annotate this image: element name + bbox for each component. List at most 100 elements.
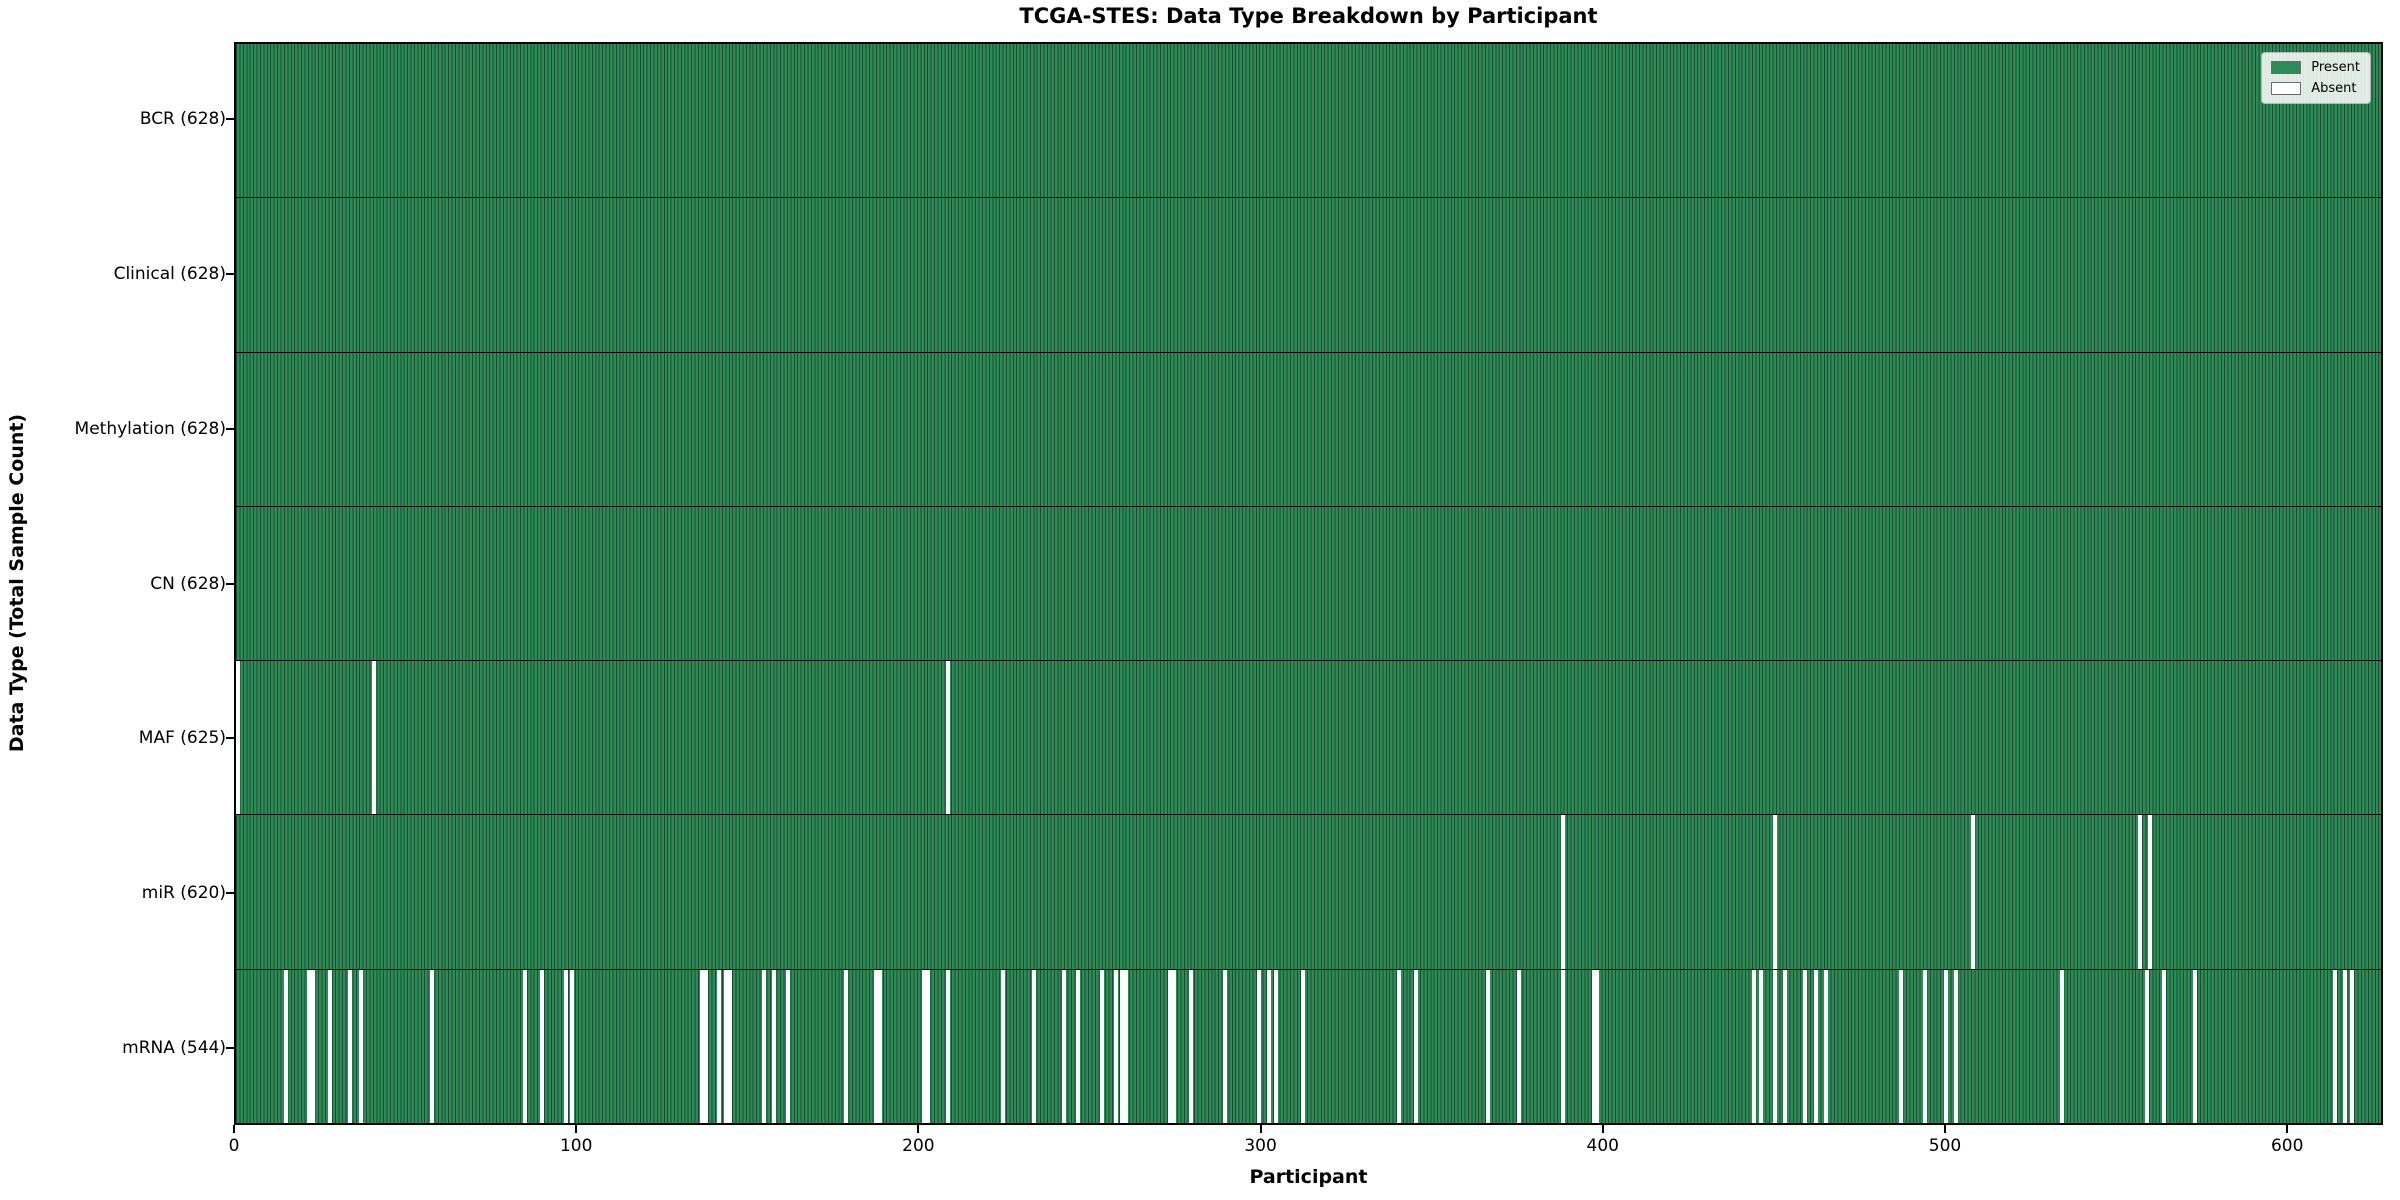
- absent-line: [2138, 815, 2143, 969]
- absent-line: [1123, 969, 1128, 1123]
- absent-line: [877, 969, 882, 1123]
- absent-line: [2162, 969, 2167, 1123]
- row-mrna: [236, 968, 2381, 1123]
- x-tick-mark: [575, 1125, 578, 1133]
- absent-line: [874, 969, 879, 1123]
- absent-line: [1899, 969, 1904, 1123]
- y-tick-mark: [226, 891, 234, 894]
- absent-line: [2192, 969, 2197, 1123]
- absent-line: [946, 661, 951, 815]
- absent-line: [1595, 969, 1600, 1123]
- x-tick-label-600: 600: [2270, 1136, 2304, 1156]
- absent-line: [727, 969, 732, 1123]
- x-tick-label-200: 200: [902, 1136, 935, 1156]
- legend-absent-swatch-icon: [2271, 82, 2302, 95]
- row-clinical: [236, 197, 2381, 352]
- absent-line: [1813, 969, 1818, 1123]
- y-tick-label-maf: MAF (625): [138, 728, 226, 749]
- absent-line: [1000, 969, 1005, 1123]
- absent-line: [2145, 969, 2150, 1123]
- absent-line: [1188, 969, 1193, 1123]
- y-tick-mark: [226, 1046, 234, 1049]
- absent-line: [1782, 969, 1787, 1123]
- absent-line: [1274, 969, 1279, 1123]
- legend-present-swatch-icon: [2271, 61, 2302, 74]
- absent-line: [1075, 969, 1080, 1123]
- x-tick-mark: [917, 1125, 920, 1133]
- y-axis-label: Data Type (Total Sample Count): [6, 413, 28, 753]
- absent-line: [946, 969, 951, 1123]
- absent-line: [1485, 969, 1490, 1123]
- chart-title: TCGA-STES: Data Type Breakdown by Partic…: [1019, 4, 1598, 28]
- y-tick-mark: [226, 273, 234, 276]
- x-tick-mark: [2286, 1125, 2289, 1133]
- absent-line: [1759, 969, 1764, 1123]
- y-tick-label-mrna: mRNA (544): [122, 1037, 226, 1058]
- absent-line: [1516, 969, 1521, 1123]
- absent-line: [1120, 969, 1125, 1123]
- absent-line: [1222, 969, 1227, 1123]
- absent-line: [1560, 815, 1565, 969]
- legend-entry-absent: Absent: [2271, 81, 2360, 96]
- absent-line: [1168, 969, 1173, 1123]
- absent-line: [1923, 969, 1928, 1123]
- legend-absent-label: Absent: [2311, 81, 2357, 96]
- plot-rows: [236, 44, 2381, 1123]
- absent-line: [717, 969, 722, 1123]
- legend: Present Absent: [2261, 52, 2371, 104]
- y-tick-label-methylation: Methylation (628): [74, 418, 226, 439]
- y-tick-mark: [226, 118, 234, 121]
- absent-line: [522, 969, 527, 1123]
- y-tick-mark: [226, 582, 234, 585]
- absent-line: [1752, 969, 1757, 1123]
- y-tick-mark: [226, 427, 234, 430]
- absent-line: [1062, 969, 1067, 1123]
- absent-line: [307, 969, 312, 1123]
- legend-present-label: Present: [2311, 60, 2360, 75]
- absent-line: [358, 969, 363, 1123]
- absent-line: [1970, 815, 1975, 969]
- x-tick-label-400: 400: [1586, 1136, 1620, 1156]
- absent-line: [430, 969, 435, 1123]
- absent-line: [563, 969, 568, 1123]
- absent-line: [2148, 815, 2153, 969]
- row-bcr: [236, 44, 2381, 198]
- absent-line: [327, 969, 332, 1123]
- absent-line: [236, 661, 240, 815]
- plot-area: Present Absent: [234, 42, 2383, 1125]
- y-tick-label-clinical: Clinical (628): [113, 264, 226, 285]
- absent-line: [283, 969, 288, 1123]
- x-tick-label-500: 500: [1928, 1136, 1962, 1156]
- y-tick-mark: [226, 737, 234, 740]
- absent-line: [1803, 969, 1808, 1123]
- absent-line: [1560, 969, 1565, 1123]
- absent-line: [310, 969, 315, 1123]
- absent-line: [2349, 969, 2354, 1123]
- absent-line: [1031, 969, 1036, 1123]
- x-tick-mark: [1601, 1125, 1604, 1133]
- x-tick-label-300: 300: [1244, 1136, 1277, 1156]
- x-axis-label: Participant: [1249, 1166, 1368, 1188]
- absent-line: [1591, 969, 1596, 1123]
- absent-line: [703, 969, 708, 1123]
- absent-line: [1772, 815, 1777, 969]
- absent-line: [922, 969, 927, 1123]
- absent-line: [700, 969, 705, 1123]
- x-tick-mark: [233, 1125, 235, 1133]
- absent-line: [570, 969, 575, 1123]
- x-tick-label-0: 0: [228, 1136, 240, 1156]
- absent-line: [2332, 969, 2337, 1123]
- absent-line: [1099, 969, 1104, 1123]
- absent-line: [1171, 969, 1176, 1123]
- y-tick-label-mir: miR (620): [141, 882, 226, 903]
- absent-line: [372, 661, 377, 815]
- x-tick-mark: [1943, 1125, 1946, 1133]
- absent-line: [925, 969, 930, 1123]
- absent-line: [1953, 969, 1958, 1123]
- absent-line: [1772, 969, 1777, 1123]
- x-tick-mark: [1259, 1125, 1262, 1133]
- row-methylation: [236, 351, 2381, 506]
- absent-line: [1943, 969, 1948, 1123]
- absent-line: [761, 969, 766, 1123]
